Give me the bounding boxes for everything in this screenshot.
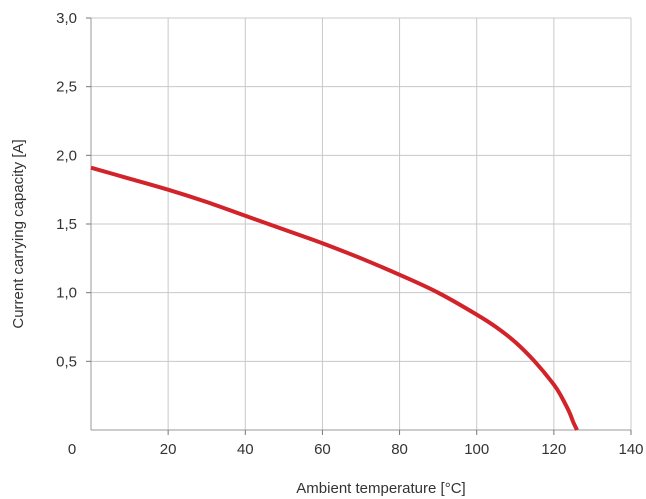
x-tick-label: 20 xyxy=(160,441,177,458)
y-tick-label: 0,5 xyxy=(56,353,77,370)
y-tick-label: 3,0 xyxy=(56,10,77,27)
x-tick-label-0: 0 xyxy=(68,441,76,458)
y-tick-label: 2,5 xyxy=(56,79,77,96)
y-tick-label: 1,5 xyxy=(56,216,77,233)
x-axis-title: Ambient temperature [°C] xyxy=(296,480,465,497)
x-tick-label: 140 xyxy=(618,441,643,458)
grid xyxy=(91,17,632,430)
x-tick-label: 60 xyxy=(314,441,331,458)
series xyxy=(90,165,579,431)
x-tick-label: 40 xyxy=(237,441,254,458)
y-tick-label: 2,0 xyxy=(56,147,77,164)
ticks: 20 40 60 80 100 120 140 0,5 1,0 1,5 2,0 2,5 3,0 xyxy=(56,10,643,458)
y-axis-title: Current carrying capacity [A] xyxy=(10,139,27,328)
x-tick-label: 120 xyxy=(541,441,566,458)
y-tick-label: 1,0 xyxy=(56,285,77,302)
x-tick-label: 80 xyxy=(391,441,408,458)
x-tick-label: 100 xyxy=(464,441,489,458)
series-line-1 xyxy=(90,165,579,431)
